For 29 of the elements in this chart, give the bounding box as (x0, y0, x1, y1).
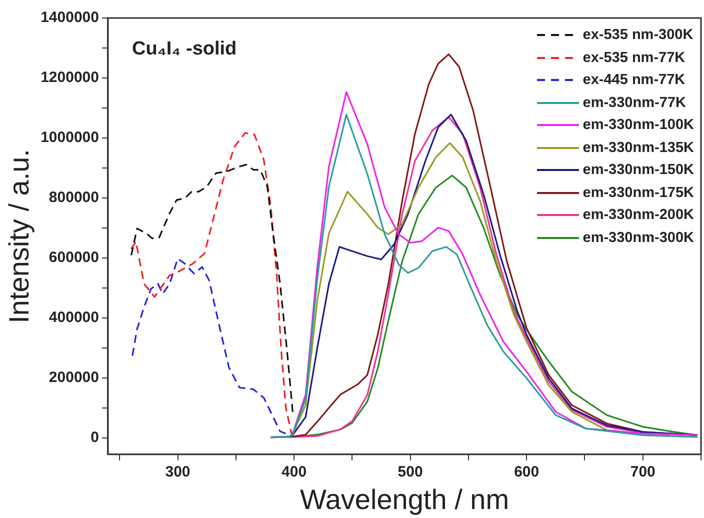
legend-label: ex-535 nm-77K (582, 50, 686, 66)
y-tick-label: 200000 (48, 369, 99, 386)
legend-label: em-330nm-150K (582, 162, 694, 178)
line-series (130, 164, 294, 415)
y-tick-label: 600000 (48, 249, 99, 266)
y-tick-label: 1000000 (40, 129, 99, 146)
y-axis-title: Intensity / a.u. (4, 149, 35, 324)
line-series (132, 258, 293, 437)
x-tick-label: 600 (514, 464, 540, 481)
x-tick-label: 500 (398, 464, 423, 481)
legend-label: em-330nm-135K (582, 140, 694, 156)
y-tick-label: 800000 (48, 189, 99, 206)
x-tick-label: 700 (630, 464, 656, 481)
legend-label: ex-445 nm-77K (582, 72, 686, 88)
line-series (130, 132, 293, 436)
y-tick-label: 400000 (48, 309, 99, 326)
y-tick-label: 0 (90, 429, 99, 446)
x-tick-label: 400 (282, 464, 307, 481)
y-tick-label: 1200000 (40, 69, 99, 86)
legend-label: em-330nm-77K (582, 94, 686, 111)
legend-label: em-330nm-100K (582, 117, 694, 134)
legend-label: em-330nm-175K (582, 184, 694, 201)
legend-label: ex-535 nm-300K (582, 27, 694, 44)
x-tick-label: 300 (165, 464, 190, 481)
legend-label: em-330nm-300K (582, 230, 694, 246)
x-axis-title: Wavelength / nm (300, 484, 510, 515)
y-tick-label: 1400000 (40, 9, 99, 26)
annotation: Cu₄I₄ -solid (132, 38, 237, 60)
legend-label: em-330nm-200K (582, 207, 694, 224)
